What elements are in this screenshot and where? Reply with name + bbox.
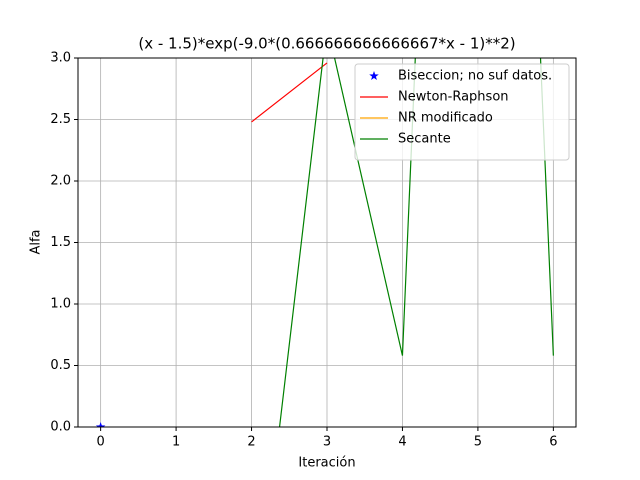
legend-box bbox=[354, 63, 570, 161]
y-tick-label: 1.0 bbox=[50, 297, 71, 312]
legend-label: Biseccion; no suf datos. bbox=[398, 69, 552, 84]
x-tick-label: 1 bbox=[172, 435, 180, 450]
y-tick-label: 0.5 bbox=[50, 358, 71, 373]
y-tick-label: 1.5 bbox=[50, 235, 71, 250]
series-line bbox=[278, 58, 554, 427]
legend-label: Newton-Raphson bbox=[398, 90, 509, 105]
series-line bbox=[251, 62, 328, 123]
y-tick-label: 3.0 bbox=[50, 51, 71, 66]
legend-label: NR modificado bbox=[398, 111, 493, 126]
x-tick-label: 4 bbox=[398, 435, 406, 450]
x-tick-label: 2 bbox=[247, 435, 255, 450]
legend-label: Secante bbox=[398, 132, 451, 147]
x-tick-label: 5 bbox=[474, 435, 482, 450]
legend-marker bbox=[369, 71, 379, 81]
plot-area bbox=[95, 58, 554, 427]
x-tick-label: 6 bbox=[549, 435, 557, 450]
x-axis-label: Iteración bbox=[298, 456, 355, 471]
star-marker bbox=[95, 422, 106, 427]
x-tick-label: 3 bbox=[323, 435, 331, 450]
y-tick-label: 2.0 bbox=[50, 174, 71, 189]
y-axis-label: Alfa bbox=[29, 229, 44, 254]
y-tick-label: 0.0 bbox=[50, 420, 71, 435]
legend: Biseccion; no suf datos. Newton-Raphson NR… bbox=[354, 63, 570, 161]
y-tick-label: 2.5 bbox=[50, 112, 71, 127]
chart-title: (x - 1.5)*exp(-9.0*(0.666666666666667*x … bbox=[138, 35, 515, 53]
x-tick-label: 0 bbox=[96, 435, 104, 450]
